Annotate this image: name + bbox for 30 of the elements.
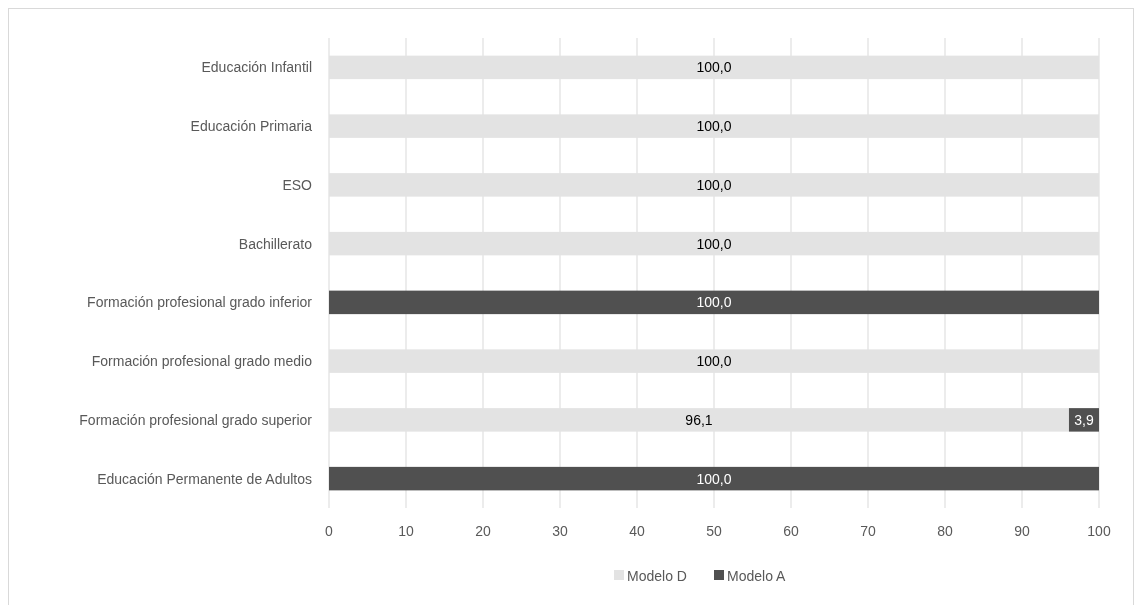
x-tick-label: 100 xyxy=(1087,523,1111,539)
data-label: 100,0 xyxy=(696,353,732,370)
y-tick-label: Formación profesional grado superior xyxy=(79,411,313,428)
x-tick-label: 10 xyxy=(398,523,414,539)
y-tick-label: Educación Infantil xyxy=(201,59,312,76)
y-tick-label: Educación Permanente de Adultos xyxy=(97,470,312,487)
x-tick-label: 70 xyxy=(860,523,876,539)
data-label: 96,1 xyxy=(685,411,713,428)
y-tick-label: Bachillerato xyxy=(238,235,313,252)
y-tick-label: Formación profesional grado inferior xyxy=(87,294,313,311)
data-label: 100,0 xyxy=(696,118,732,135)
legend-label: Modelo D xyxy=(627,567,687,584)
y-tick-label: Formación profesional grado medio xyxy=(91,353,313,370)
y-tick-label: Educación Primaria xyxy=(190,118,313,135)
data-label: 100,0 xyxy=(696,59,732,76)
x-tick-label: 40 xyxy=(629,523,645,539)
x-tick-label: 0 xyxy=(325,523,334,539)
data-label: 100,0 xyxy=(696,470,732,487)
x-tick-label: 80 xyxy=(937,523,953,539)
legend-label: Modelo A xyxy=(727,567,787,584)
data-label: 100,0 xyxy=(696,176,732,193)
x-tick-label: 60 xyxy=(783,523,799,539)
data-label: 100,0 xyxy=(696,294,732,311)
x-tick-label: 30 xyxy=(552,523,568,539)
data-label: 3,9 xyxy=(1074,411,1094,428)
x-tick-label: 50 xyxy=(706,523,722,539)
x-tick-label: 90 xyxy=(1014,523,1030,539)
y-tick-label: ESO xyxy=(282,176,313,193)
x-tick-label: 20 xyxy=(475,523,491,539)
data-label: 100,0 xyxy=(696,235,732,252)
